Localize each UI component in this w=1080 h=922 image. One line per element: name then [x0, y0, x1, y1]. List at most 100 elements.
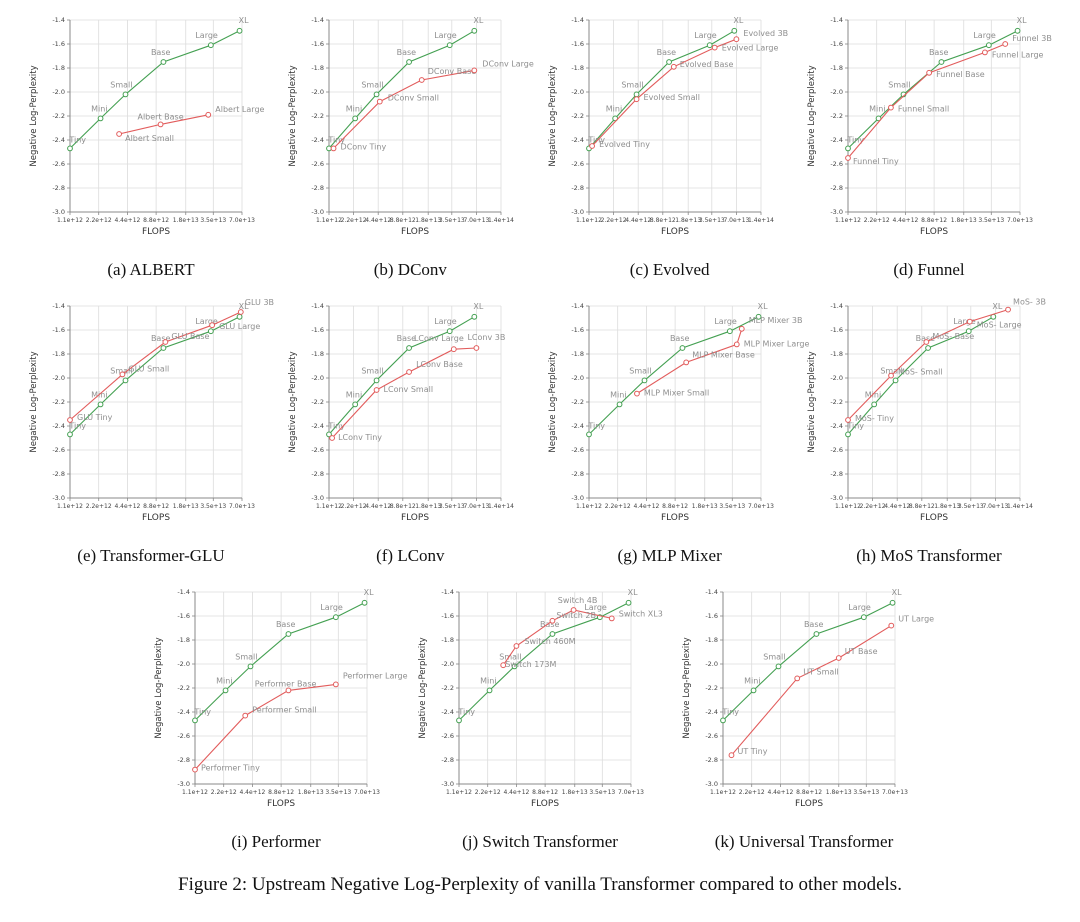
x-axis-tick-label: 8.8e+12	[532, 789, 558, 796]
data-point-label: GLU Large	[219, 322, 260, 331]
data-point	[162, 339, 169, 345]
data-point-label: DConv Tiny	[341, 142, 387, 151]
data-point	[160, 59, 167, 65]
x-axis-tick-label: 1.8e+13	[691, 503, 717, 510]
data-point-label: Mini	[346, 390, 362, 399]
data-point	[794, 675, 801, 682]
chart-row-3: 1.1e+12 2.2e+12 4.4e+12 8.8e+12 1.8e+13 3.5e+…	[0, 580, 1080, 852]
y-axis-tick-label: -2.8	[705, 756, 718, 764]
data-point	[236, 27, 243, 34]
series-line-mlp-mixer	[636, 328, 742, 395]
x-axis-title: FLOPS	[920, 513, 948, 523]
y-axis-tick-label: -2.4	[312, 422, 325, 430]
data-point	[285, 631, 292, 637]
y-axis-tick-label: -2.4	[830, 136, 843, 144]
x-axis-tick-label: 2.2e+12	[86, 217, 112, 224]
y-axis-tick-label: -1.6	[52, 326, 65, 334]
y-axis-title: Negative Log-Perplexity	[418, 637, 428, 738]
data-point	[377, 98, 384, 105]
data-point-label: Base	[656, 48, 676, 57]
data-point	[513, 643, 520, 649]
y-axis-tick-label: -2.4	[52, 422, 65, 430]
data-point-label: Small	[880, 366, 902, 375]
x-axis-title: FLOPS	[531, 799, 559, 809]
data-point-label: Base	[916, 334, 936, 343]
data-point	[209, 322, 215, 329]
y-axis-tick-label: -1.8	[312, 350, 325, 358]
chart-dconv: 1.1e+122.2e+124.4e+128.8e+12 1.8e+133.5e+…	[288, 16, 534, 237]
data-point-label: MoS- Large	[977, 321, 1022, 330]
data-point-label: UT Base	[845, 647, 878, 656]
x-axis-tick-label: 3.5e+13	[958, 503, 984, 510]
data-point-label: Tiny	[846, 421, 864, 430]
data-point	[888, 622, 895, 629]
series-line-universal-transformer	[731, 625, 892, 756]
data-point-label: XL	[628, 588, 638, 597]
y-axis-tick-label: -1.6	[312, 40, 325, 48]
x-axis-tick-label: 8.8e+12	[143, 217, 169, 224]
data-point-label: Mini	[869, 104, 885, 113]
data-point	[329, 435, 336, 441]
data-point-label: Switch 173M	[505, 660, 556, 669]
data-point	[938, 59, 945, 65]
data-point	[860, 614, 867, 621]
y-axis-tick-label: -3.0	[312, 208, 325, 216]
data-point-label: Small	[888, 80, 910, 89]
data-point-label: LConv Small	[384, 385, 434, 394]
x-axis-tick-label: 8.8e+12	[268, 789, 294, 796]
data-point-label: Base	[929, 48, 949, 57]
data-point	[616, 401, 623, 408]
y-axis-tick-label: -3.0	[441, 780, 454, 788]
y-axis-tick-label: -2.4	[312, 136, 325, 144]
x-axis-tick-label: 1.1e+12	[576, 217, 602, 224]
chart-evolved: 1.1e+122.2e+124.4e+128.8e+12 1.8e+133.5e+…	[548, 16, 788, 237]
data-point	[845, 145, 851, 152]
y-axis-tick-label: -2.4	[571, 136, 584, 144]
chart-albert: 1.1e+12 2.2e+12 4.4e+12 8.8e+12 1.8e+13 3.5e+…	[29, 16, 265, 237]
y-axis-tick-label: -1.4	[312, 302, 325, 310]
x-axis-title: FLOPS	[267, 799, 295, 809]
x-axis-tick-label: 8.8e+12	[796, 789, 822, 796]
chart-panel-transformer-glu: 1.1e+12 2.2e+12 4.4e+12 8.8e+12 1.8e+13 3.5e+…	[22, 294, 280, 566]
data-point-label: GLU Tiny	[77, 413, 113, 422]
chart-panel-albert: 1.1e+12 2.2e+12 4.4e+12 8.8e+12 1.8e+13 3.5e+…	[22, 8, 280, 280]
y-axis-tick-label: -2.8	[312, 470, 325, 478]
data-point-label: LConv 3B	[468, 333, 506, 342]
y-axis-title: Negative Log-Perplexity	[807, 65, 817, 166]
data-point-label: LConv Base	[416, 360, 463, 369]
data-point	[207, 328, 214, 335]
data-point	[242, 712, 249, 719]
x-axis-tick-label: 3.5e+13	[719, 503, 745, 510]
x-axis-tick-label: 2.2e+12	[86, 503, 112, 510]
y-axis-tick-label: -2.8	[177, 756, 190, 764]
x-axis-tick-label: 1.8e+13	[173, 217, 199, 224]
data-point	[549, 631, 556, 637]
chart-panel-mlp-mixer: 1.1e+12 2.2e+12 4.4e+12 8.8e+12 1.8e+13 3.5e+…	[541, 294, 809, 566]
x-axis-tick-label: 7.0e+13	[723, 217, 749, 224]
data-point	[726, 328, 733, 335]
data-point-label: Mini	[91, 104, 107, 113]
data-point-label: Small	[629, 366, 651, 375]
chart-universal-transformer: 1.1e+12 2.2e+12 4.4e+12 8.8e+12 1.8e+13 3.5e+…	[682, 588, 934, 809]
chart-panel-universal-transformer: 1.1e+12 2.2e+12 4.4e+12 8.8e+12 1.8e+13 3.5e+…	[675, 580, 934, 852]
y-axis-tick-label: -3.0	[177, 780, 190, 788]
y-axis-tick-label: -2.8	[571, 184, 584, 192]
data-point	[835, 655, 842, 661]
x-axis-tick-label: 1.1e+12	[57, 503, 83, 510]
x-axis-tick-label: 1.1e+12	[182, 789, 208, 796]
x-axis-title: FLOPS	[661, 513, 689, 523]
data-point	[471, 27, 478, 34]
data-point	[775, 663, 782, 670]
data-point-label: Mini	[610, 390, 626, 399]
x-axis-tick-label: 4.4e+12	[366, 503, 392, 510]
data-point	[406, 369, 413, 375]
data-point-label: Mini	[605, 104, 621, 113]
y-axis-tick-label: -3.0	[52, 208, 65, 216]
data-point-label: Large	[973, 31, 996, 40]
data-point-label: Large	[435, 31, 458, 40]
x-axis-tick-label: 1.8e+13	[562, 789, 588, 796]
chart-panel-performer: 1.1e+12 2.2e+12 4.4e+12 8.8e+12 1.8e+13 3.5e+…	[147, 580, 408, 852]
data-point-label: XL	[474, 302, 484, 311]
x-axis-tick-label: 4.4e+12	[114, 217, 140, 224]
data-point-label: Base	[397, 334, 417, 343]
